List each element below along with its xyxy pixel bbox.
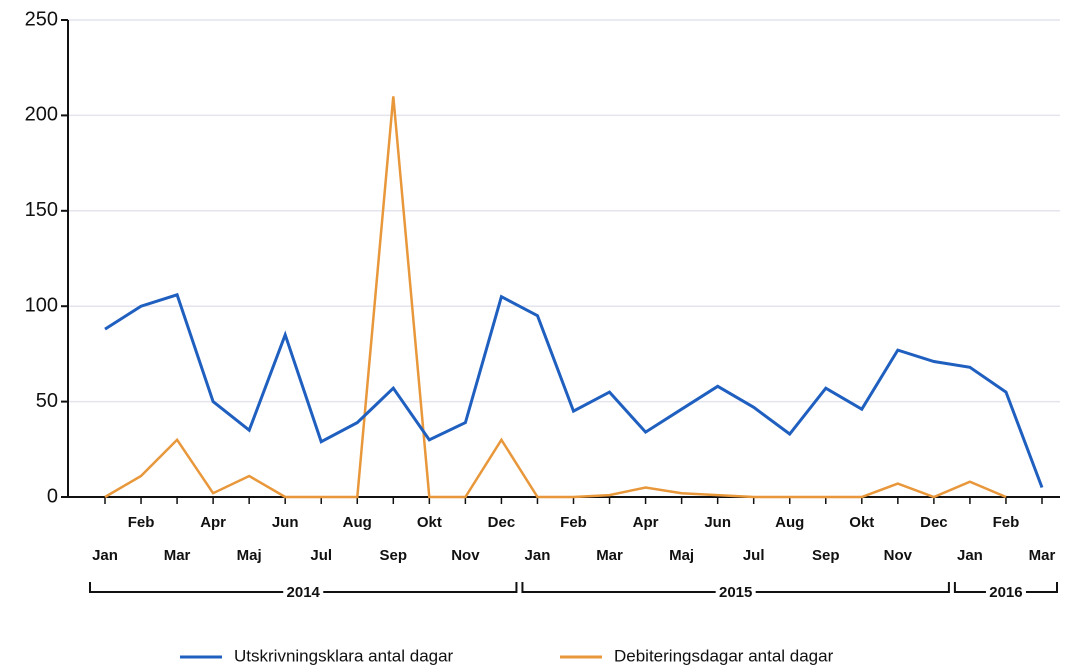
x-tick-label: Sep [380, 547, 408, 564]
x-tick-label: Apr [200, 514, 226, 531]
x-tick-label: Nov [451, 547, 480, 564]
x-tick-label: Dec [920, 514, 948, 531]
x-tick-label: Aug [343, 514, 372, 531]
x-tick-label: Feb [128, 514, 155, 531]
x-tick-label: Okt [417, 514, 442, 531]
x-tick-label: Okt [849, 514, 874, 531]
legend-label: Utskrivningsklara antal dagar [234, 646, 454, 665]
legend: Utskrivningsklara antal dagar Debiterings… [180, 646, 834, 665]
x-tick-label: Jan [92, 547, 118, 564]
x-tick-label: Feb [560, 514, 587, 531]
y-tick-label: 150 [25, 199, 58, 221]
year-label: 2014 [287, 584, 321, 601]
x-tick-label: Jun [272, 514, 299, 531]
x-tick-label: Maj [237, 547, 262, 564]
y-tick-label: 250 [25, 8, 58, 30]
x-tick-label: Mar [1029, 547, 1056, 564]
x-tick-label: Aug [775, 514, 804, 531]
legend-label: Debiteringsdagar antal dagar [614, 646, 834, 665]
y-tick-label: 100 [25, 294, 58, 316]
x-tick-label: Maj [669, 547, 694, 564]
x-tick-label: Jun [704, 514, 731, 531]
x-tick-label: Mar [596, 547, 623, 564]
x-tick-label: Nov [884, 547, 913, 564]
x-tick-label: Mar [164, 547, 191, 564]
x-tick-label: Apr [633, 514, 659, 531]
x-tick-label: Feb [993, 514, 1020, 531]
y-tick-label: 0 [47, 485, 58, 507]
series-line [104, 292, 1044, 489]
x-tick-label: Jul [310, 547, 332, 564]
x-tick-label: Jan [957, 547, 983, 564]
x-tick-label: Jul [743, 547, 765, 564]
x-tick-label: Dec [488, 514, 516, 531]
y-tick-label: 50 [36, 390, 58, 412]
year-label-bg [985, 582, 1026, 602]
series-line [104, 96, 1007, 499]
x-tick-label: Sep [812, 547, 840, 564]
year-label: 2015 [719, 584, 752, 601]
year-label-bg [283, 582, 324, 602]
year-label: 2016 [989, 584, 1022, 601]
y-tick-label: 200 [25, 104, 58, 126]
x-tick-label: Jan [525, 547, 551, 564]
year-label-bg [715, 582, 756, 602]
